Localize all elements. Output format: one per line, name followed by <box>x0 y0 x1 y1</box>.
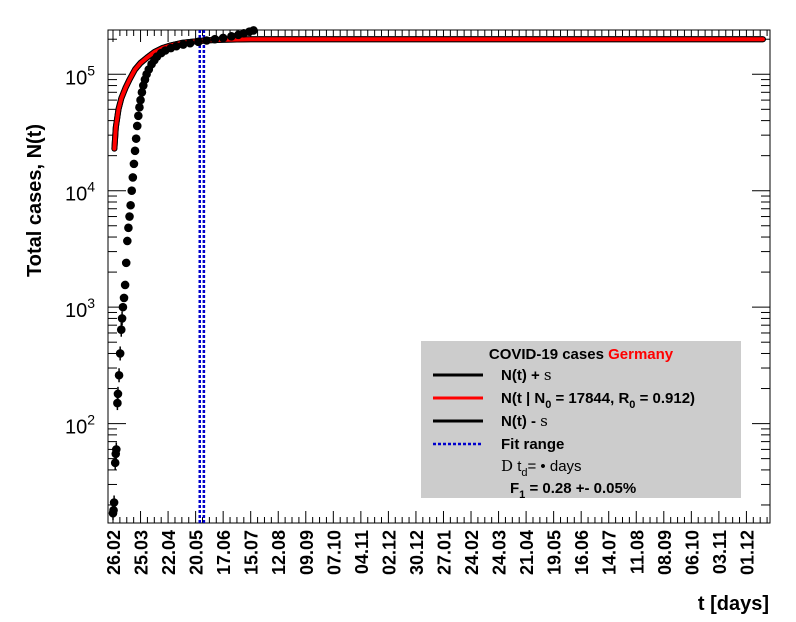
data-point <box>125 212 134 221</box>
data-point <box>113 389 123 399</box>
y-tick-label: 102 <box>65 412 95 439</box>
x-tick-label: 09.09 <box>297 530 317 575</box>
legend-entry: N(t | N0 = 17844, R0 = 0.912) <box>501 390 695 411</box>
data-point <box>114 370 124 380</box>
data-point <box>124 223 133 233</box>
x-tick-label: 16.06 <box>572 530 592 575</box>
x-tick-label: 06.10 <box>682 530 702 575</box>
x-tick-label: 21.04 <box>517 530 537 575</box>
series-line <box>111 36 766 152</box>
x-tick-label: 27.01 <box>434 530 454 575</box>
data-point <box>110 458 120 468</box>
x-tick-label: 17.06 <box>214 530 234 575</box>
data-point <box>120 280 130 290</box>
data-point <box>117 314 127 323</box>
x-tick-label: 07.10 <box>324 530 344 575</box>
legend-doubling-time: D td= • days <box>501 457 582 479</box>
data-point <box>210 34 220 44</box>
series-line <box>112 37 765 151</box>
data-point <box>131 134 141 143</box>
data-point <box>126 200 135 210</box>
data-point <box>123 236 132 246</box>
data-point <box>249 26 258 35</box>
x-tick-label: 26.02 <box>104 530 124 575</box>
data-point <box>109 505 118 515</box>
data-point <box>137 88 147 97</box>
y-axis-label: Total cases, N(t) <box>24 124 46 277</box>
legend-entry: N(t) + s <box>501 366 552 384</box>
plot-frame <box>107 29 771 524</box>
data-point <box>185 38 195 48</box>
x-tick-label: 03.11 <box>710 530 730 574</box>
x-tick-label: 22.04 <box>159 530 179 575</box>
y-tick-label: 105 <box>65 62 95 89</box>
data-point <box>128 173 138 182</box>
data-point <box>218 33 228 43</box>
x-tick-label: 24.03 <box>490 530 510 575</box>
x-tick-label: 11.08 <box>627 530 647 574</box>
x-tick-label: 04.11 <box>352 530 372 574</box>
data-point <box>112 445 121 454</box>
data-point <box>172 41 181 51</box>
data-point <box>116 325 126 335</box>
x-tick-label: 25.03 <box>132 530 152 575</box>
x-tick-label: 30.12 <box>407 530 427 575</box>
data-point <box>130 146 140 156</box>
legend-f1: F1 = 0.28 +- 0.05% <box>510 480 636 501</box>
data-point <box>136 95 145 105</box>
data-point <box>134 111 143 121</box>
series-line <box>111 36 766 152</box>
y-tick-label: 103 <box>65 295 95 322</box>
data-point <box>109 498 119 507</box>
legend-entry: N(t) - s <box>501 412 548 430</box>
legend-entry: Fit range <box>501 436 564 453</box>
data-point <box>227 31 236 41</box>
data-point <box>115 349 125 358</box>
data-point <box>121 258 131 268</box>
x-tick-label: 08.09 <box>655 530 675 575</box>
x-tick-label: 02.12 <box>379 530 399 575</box>
x-tick-label: 24.02 <box>462 530 482 575</box>
x-tick-label: 01.12 <box>737 530 757 575</box>
x-tick-label: 15.07 <box>242 530 262 575</box>
x-tick-label: 14.07 <box>600 530 620 575</box>
x-tick-label: 12.08 <box>269 530 289 575</box>
data-point <box>132 121 142 131</box>
data-point <box>135 103 144 112</box>
x-tick-label: 19.05 <box>545 530 565 575</box>
y-tick-label: 104 <box>65 179 95 206</box>
data-point <box>113 398 122 408</box>
x-axis-label: t [days] <box>698 593 769 615</box>
data-point <box>127 186 137 196</box>
x-tick-label: 20.05 <box>187 530 207 575</box>
data-point <box>178 40 188 49</box>
data-point <box>119 293 129 303</box>
data-point <box>194 37 203 47</box>
data-point <box>118 302 128 312</box>
axis-ticks: 26.02 25.03 22.04 20.05 17.06 15.07 12.08 09.09… <box>65 30 770 575</box>
legend-title: COVID-19 cases Germany <box>489 346 674 363</box>
data-point <box>202 36 211 45</box>
data-point <box>129 159 139 169</box>
